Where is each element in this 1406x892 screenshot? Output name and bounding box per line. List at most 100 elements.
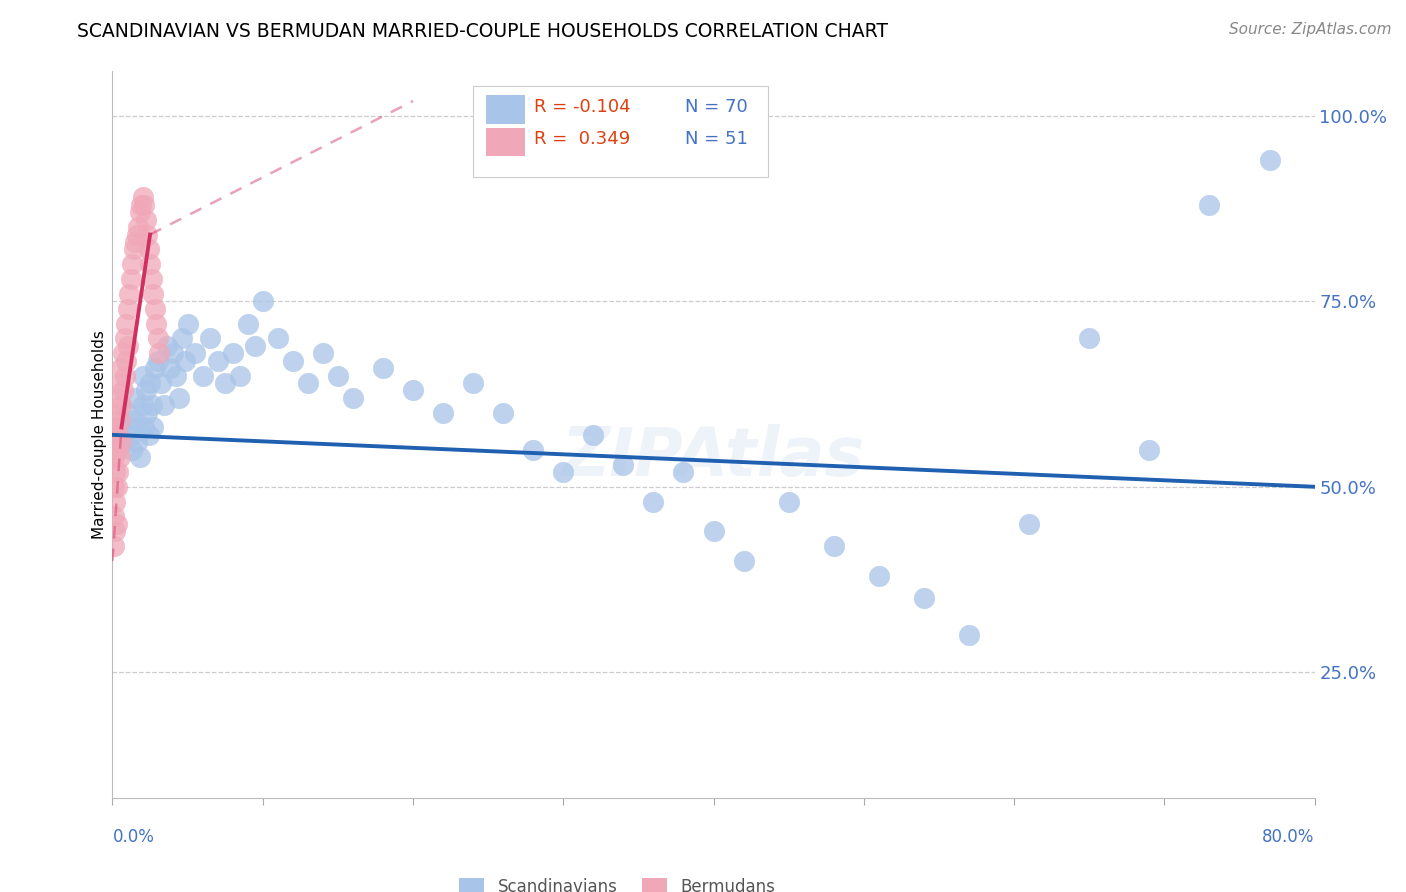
Point (127, 220, 149, 235)
Point (582, 428, 605, 442)
Point (121, 442, 143, 457)
Point (132, 198, 155, 212)
Point (117, 339, 139, 353)
Text: SCANDINAVIAN VS BERMUDAN MARRIED-COUPLE HOUSEHOLDS CORRELATION CHART: SCANDINAVIAN VS BERMUDAN MARRIED-COUPLE … (77, 22, 889, 41)
Point (124, 391, 146, 405)
Point (222, 346, 245, 360)
Point (312, 346, 335, 360)
Point (131, 190, 153, 204)
Point (297, 376, 319, 390)
Point (236, 317, 259, 331)
Point (131, 398, 153, 412)
Point (159, 361, 181, 376)
Point (326, 368, 349, 383)
Point (103, 480, 125, 494)
Point (957, 628, 980, 642)
Point (120, 272, 142, 286)
Text: ZIPAtlas: ZIPAtlas (562, 424, 865, 490)
Point (170, 331, 193, 345)
Point (868, 569, 890, 583)
Point (191, 368, 214, 383)
Point (108, 450, 131, 464)
FancyBboxPatch shape (486, 95, 524, 124)
FancyBboxPatch shape (486, 128, 524, 156)
Point (108, 420, 131, 434)
Point (371, 361, 394, 376)
Point (1198, 198, 1220, 212)
Text: R = -0.104: R = -0.104 (534, 98, 631, 116)
Point (184, 346, 207, 360)
Point (138, 428, 160, 442)
Point (118, 286, 141, 301)
Point (733, 554, 755, 568)
Point (432, 406, 454, 420)
Point (553, 465, 575, 479)
Point (612, 458, 634, 472)
Point (214, 376, 236, 390)
Point (198, 331, 221, 345)
Point (1137, 442, 1160, 457)
Point (912, 591, 935, 605)
Point (114, 435, 136, 450)
Point (129, 198, 152, 212)
Point (139, 257, 162, 271)
Point (128, 205, 150, 219)
Point (167, 391, 190, 405)
Point (702, 524, 725, 539)
Point (111, 346, 134, 360)
Point (105, 480, 128, 494)
Point (103, 420, 125, 434)
Point (108, 376, 131, 390)
Point (122, 243, 145, 257)
Point (107, 465, 129, 479)
Point (120, 428, 142, 442)
Point (146, 353, 169, 368)
Point (105, 406, 128, 420)
Point (162, 346, 184, 360)
Point (105, 442, 128, 457)
Point (104, 428, 127, 442)
Point (165, 368, 187, 383)
Point (522, 442, 544, 457)
Y-axis label: Married-couple Households: Married-couple Households (91, 330, 107, 540)
Point (117, 301, 139, 316)
Point (117, 406, 139, 420)
Point (125, 227, 148, 242)
Point (121, 257, 143, 271)
Point (135, 212, 157, 227)
Point (143, 301, 166, 316)
Point (252, 294, 274, 309)
Point (229, 368, 252, 383)
Point (108, 413, 131, 427)
Point (342, 391, 364, 405)
Point (114, 368, 136, 383)
Point (135, 384, 157, 398)
Point (124, 235, 146, 249)
Point (823, 539, 845, 553)
Point (127, 420, 149, 434)
Point (148, 346, 170, 360)
Point (173, 353, 195, 368)
Point (104, 494, 127, 508)
Point (1078, 331, 1101, 345)
Text: 0.0%: 0.0% (112, 828, 155, 846)
Point (1018, 516, 1040, 531)
Point (115, 353, 138, 368)
Point (110, 398, 132, 412)
Point (672, 465, 695, 479)
Point (110, 361, 132, 376)
Point (124, 413, 146, 427)
Point (245, 339, 267, 353)
Point (143, 361, 166, 376)
FancyBboxPatch shape (472, 86, 768, 177)
Point (103, 450, 125, 464)
Point (107, 391, 129, 405)
Point (149, 376, 172, 390)
Text: N = 51: N = 51 (685, 130, 748, 148)
Point (267, 331, 290, 345)
Point (461, 376, 484, 390)
Legend: Scandinavians, Bermudans: Scandinavians, Bermudans (453, 871, 782, 892)
Point (402, 384, 425, 398)
Point (125, 435, 148, 450)
Point (152, 398, 174, 412)
